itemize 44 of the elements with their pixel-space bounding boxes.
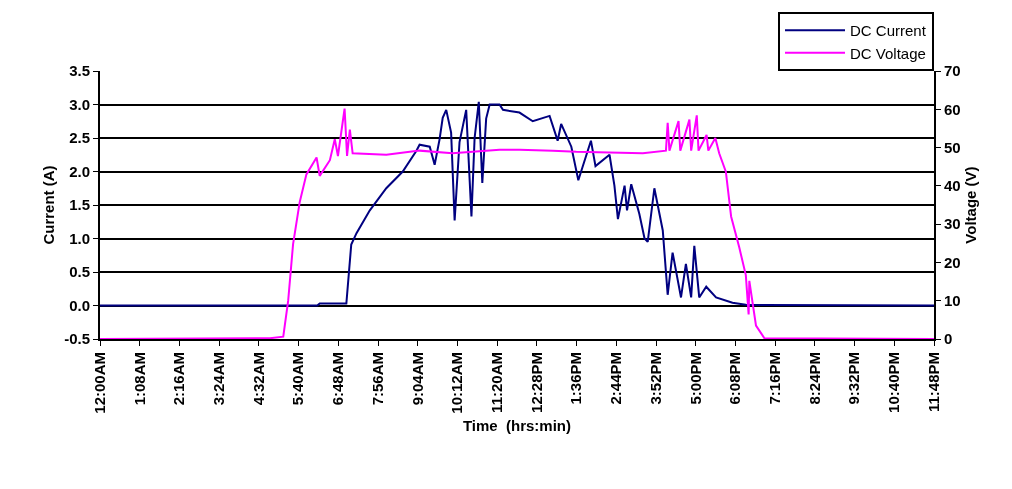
x-tick-label: 12:00AM xyxy=(90,352,108,414)
x-tick-label: 3:24AM xyxy=(210,352,228,406)
legend-label: DC Voltage xyxy=(850,44,926,62)
y2-tick-label: 50 xyxy=(944,138,961,156)
x-tick-label: 5:40AM xyxy=(289,352,307,406)
y-tick-label: 1.0 xyxy=(69,229,90,247)
y2-tick-label: 20 xyxy=(944,253,961,271)
x-tick-label: 9:32PM xyxy=(845,352,863,405)
x-tick-label: 7:56AM xyxy=(368,352,386,406)
y2-tick-label: 40 xyxy=(944,177,961,195)
x-tick-label: 6:48AM xyxy=(329,352,347,406)
y-tick-label: 3.0 xyxy=(69,95,90,113)
y2-tick-label: 0 xyxy=(944,330,953,348)
x-tick-label: 5:00PM xyxy=(686,352,704,405)
x-tick-label: 11:20AM xyxy=(488,352,506,413)
x-tick-label: 1:36PM xyxy=(567,352,585,405)
y-axis-title: Current (A) xyxy=(39,165,57,245)
y2-tick-label: 10 xyxy=(944,291,961,309)
x-tick-label: 12:28PM xyxy=(527,352,545,413)
x-tick-label: 2:16AM xyxy=(170,352,188,406)
y-tick-label: 2.0 xyxy=(69,162,90,180)
x-tick-label: 11:48PM xyxy=(924,352,942,413)
x-tick-label: 4:32AM xyxy=(249,352,267,406)
y-tick-label: 0.0 xyxy=(69,296,90,314)
y2-tick-label: 70 xyxy=(944,62,961,80)
y-tick-label: 3.5 xyxy=(69,62,90,80)
y2-tick-label: 60 xyxy=(944,100,961,118)
x-tick-label: 10:12AM xyxy=(448,352,466,414)
y-tick-label: -0.5 xyxy=(64,330,90,348)
x-tick-label: 6:08PM xyxy=(726,352,744,405)
x-tick-label: 7:16PM xyxy=(766,352,784,405)
y2-tick-label: 30 xyxy=(944,215,961,233)
x-tick-label: 10:40PM xyxy=(885,352,903,413)
y-tick-label: 1.5 xyxy=(69,196,90,214)
x-tick-label: 1:08AM xyxy=(130,352,148,406)
x-tick-label: 2:44PM xyxy=(607,352,625,405)
y-tick-label: 2.5 xyxy=(69,129,90,147)
x-tick-label: 9:04AM xyxy=(408,352,426,406)
x-tick-label: 8:24PM xyxy=(805,352,823,405)
legend-label: DC Current xyxy=(850,22,927,40)
y-tick-label: 0.5 xyxy=(69,263,90,281)
x-tick-label: 3:52PM xyxy=(646,352,664,405)
y2-axis-title: Voltage (V) xyxy=(962,166,980,244)
x-axis-title: Time (hrs:min) xyxy=(462,417,572,435)
